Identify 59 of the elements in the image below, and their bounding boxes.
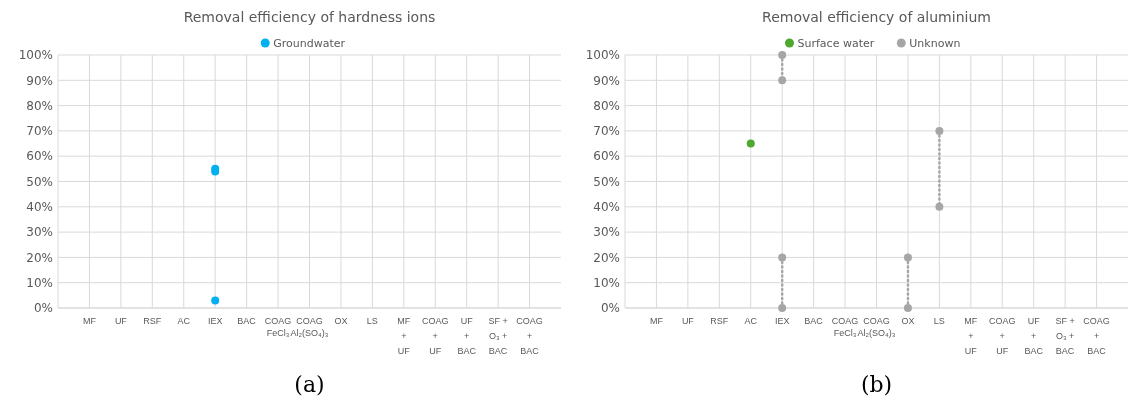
- x-tick-label: LS: [366, 316, 378, 326]
- x-tick-label: COAG + UF: [421, 316, 449, 356]
- y-tick-label: 50%: [593, 174, 620, 189]
- x-tick-label: UF + BAC: [1024, 316, 1044, 356]
- y-tick-label: 100%: [18, 48, 53, 63]
- x-tick-label: COAG FeCl₃: [264, 316, 292, 338]
- x-tick-label: IEX: [207, 316, 223, 326]
- y-tick-label: 30%: [593, 225, 620, 240]
- x-tick-label: LS: [933, 316, 945, 326]
- x-tick-label: AC: [744, 316, 758, 326]
- x-tick-label: BAC: [804, 316, 824, 326]
- x-tick-label: SF + O₃ + BAC: [1055, 316, 1075, 356]
- y-tick-label: 90%: [593, 73, 620, 88]
- chart-title: Removal efficiency of hardness ions: [183, 9, 436, 25]
- x-tick-label: SF + O₃ + BAC: [488, 316, 508, 356]
- y-tick-label: 70%: [26, 124, 53, 139]
- x-tick-label: IEX: [774, 316, 790, 326]
- x-tick-label: MF: [82, 316, 97, 326]
- legend-label: Surface water: [797, 36, 875, 50]
- x-tick-label: RSF: [143, 316, 162, 326]
- x-tick-label: COAG Al₂(SO₄)₃: [290, 316, 329, 338]
- y-tick-label: 40%: [593, 200, 620, 214]
- legend-label: Groundwater: [273, 36, 346, 50]
- y-tick-label: 20%: [26, 250, 53, 265]
- y-tick-label: 70%: [593, 124, 620, 139]
- y-tick-label: 10%: [26, 275, 53, 290]
- y-tick-label: 10%: [593, 275, 620, 290]
- x-tick-label: OX: [334, 316, 348, 326]
- x-tick-label: MF + UF: [397, 316, 411, 356]
- x-tick-label: MF: [649, 316, 664, 326]
- y-tick-label: 100%: [585, 48, 620, 63]
- y-tick-label: 50%: [26, 174, 53, 189]
- x-tick-label: UF + BAC: [457, 316, 477, 356]
- x-tick-label: RSF: [710, 316, 729, 326]
- chart-title: Removal efficiency of aluminium: [762, 9, 991, 25]
- y-tick-label: 30%: [26, 225, 53, 240]
- text: (a): [294, 372, 325, 397]
- y-tick-label: 20%: [593, 250, 620, 265]
- x-tick-label: COAG Al₂(SO₄)₃: [857, 316, 896, 338]
- y-tick-label: 80%: [593, 98, 620, 113]
- y-tick-label: 60%: [26, 149, 53, 164]
- y-tick-label: 60%: [593, 149, 620, 164]
- y-tick-label: 90%: [26, 73, 53, 88]
- x-tick-label: MF + UF: [964, 316, 978, 356]
- x-tick-label: UF: [681, 316, 695, 326]
- text: (b): [860, 372, 893, 397]
- x-tick-label: COAG FeCl₃: [831, 316, 859, 338]
- y-tick-label: 0%: [33, 301, 53, 316]
- legend-label: Unknown: [909, 36, 961, 50]
- x-tick-label: COAG + BAC: [1083, 316, 1110, 356]
- x-tick-label: OX: [901, 316, 915, 326]
- y-tick-label: 40%: [26, 200, 53, 214]
- x-tick-label: COAG + BAC: [516, 316, 543, 356]
- y-tick-label: 80%: [26, 98, 53, 113]
- x-tick-label: COAG + UF: [988, 316, 1016, 356]
- x-tick-label: UF: [114, 316, 128, 326]
- x-tick-label: AC: [177, 316, 191, 326]
- x-tick-label: BAC: [237, 316, 257, 326]
- y-tick-label: 0%: [600, 301, 620, 316]
